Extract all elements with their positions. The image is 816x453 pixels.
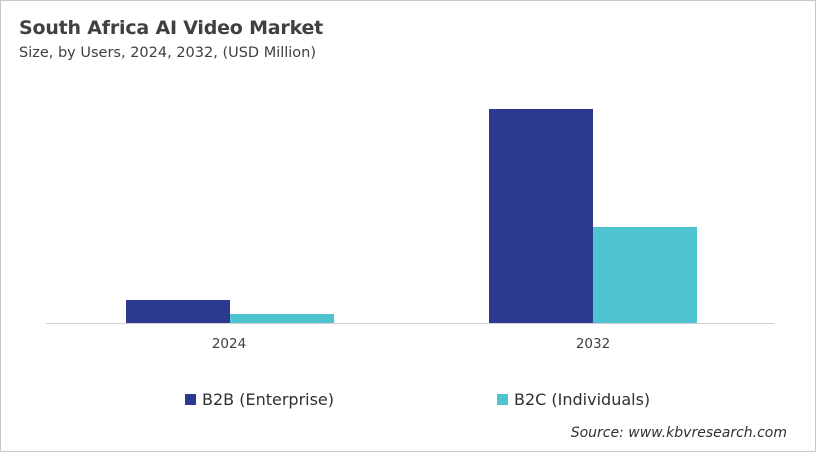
legend-label-b2b: B2B (Enterprise)	[202, 390, 335, 409]
bar-2024-b2b	[126, 300, 230, 323]
bar-2032-b2b	[489, 109, 593, 323]
x-tick-2032: 2032	[575, 336, 611, 352]
chart-title: South Africa AI Video Market	[19, 17, 324, 39]
chart-subtitle: Size, by Users, 2024, 2032, (USD Million…	[19, 45, 317, 61]
legend-swatch-b2c	[497, 394, 508, 405]
legend-item-b2b: B2B (Enterprise)	[185, 390, 334, 409]
bar-2032-b2c	[593, 227, 697, 323]
x-tick-2024: 2024	[211, 336, 247, 352]
source-note: Source: www.kbvresearch.com	[570, 425, 787, 441]
legend-swatch-b2b	[185, 394, 196, 405]
bar-2024-b2c	[230, 314, 334, 323]
legend-item-b2c: B2C (Individuals)	[497, 390, 650, 409]
legend-label-b2c: B2C (Individuals)	[514, 390, 651, 409]
x-axis-line	[46, 323, 774, 324]
